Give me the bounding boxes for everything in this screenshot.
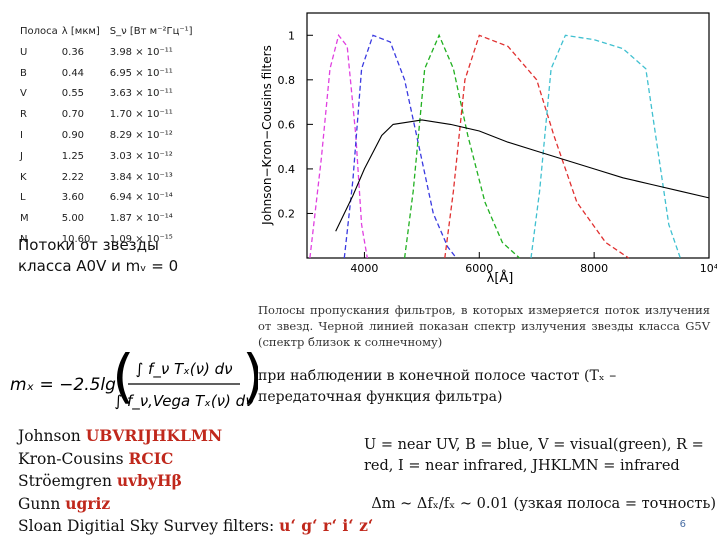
cell-band: U [20, 46, 28, 58]
filter-caption: Полосы пропускания фильтров, в которых и… [258, 303, 710, 349]
cell-wavelength: 10.60 [61, 234, 91, 246]
formula-denominator: ∫ f_ν,Vega Tₓ(ν) dν [114, 392, 253, 411]
cell-band: N [20, 234, 28, 246]
x-tick-label: 10⁴ [700, 262, 717, 275]
chart-ylabel: Johnson−Kron−Cousins filters [260, 45, 274, 226]
cell-band: B [20, 67, 27, 79]
system-name: Kron-Cousins [18, 449, 129, 468]
system-bands: RCIC [128, 448, 174, 468]
system-name: Johnson [18, 427, 86, 445]
system-bands: uvbyHβ [116, 471, 182, 490]
table-row: M 5.00 1.87 × 10⁻¹⁴ [18, 208, 258, 229]
filter-curve [530, 34, 681, 259]
table-row: J 1.25 3.03 × 10⁻¹² [18, 146, 258, 167]
table-row: K 2.22 3.84 × 10⁻¹³ [18, 167, 258, 188]
formula-numerator: ∫ f_ν Tₓ(ν) dν [135, 360, 232, 379]
cell-band: K [20, 171, 27, 183]
system-gunn: Gunn ugriz [18, 493, 373, 516]
x-tick-label: 8000 [580, 262, 608, 275]
cell-wavelength: 3.60 [61, 192, 85, 204]
slide-number: 6 [679, 519, 686, 530]
table-header-row: Полоса λ [мкм] S_ν [Вт м⁻²Гц⁻¹] [18, 20, 258, 42]
header-wavelength: λ [мкм] [61, 25, 100, 37]
table-row: R 0.70 1.70 × 10⁻¹¹ [18, 104, 258, 125]
flux-title-line2: класса A0V и mᵥ = 0 [18, 257, 179, 275]
cell-flux: 1.09 × 10⁻¹⁵ [109, 234, 173, 246]
formula-bracket-left: ( [112, 344, 135, 410]
table-row: N 10.60 1.09 × 10⁻¹⁵ [18, 229, 258, 250]
y-tick-label: 0.2 [278, 207, 296, 220]
formula-lhs: mₓ = −2.5lg [10, 375, 116, 395]
spectrum-line [335, 119, 710, 232]
cell-band: R [20, 109, 27, 121]
filter-chart: Johnson−Kron−Cousins filters λ[Å] 1 0.8 0.… [255, 5, 717, 295]
cell-flux: 3.63 × 10⁻¹¹ [109, 88, 173, 100]
y-tick-label: 0.4 [278, 163, 296, 176]
cell-wavelength: 0.36 [61, 46, 85, 58]
table-row: B 0.44 6.95 × 10⁻¹¹ [18, 63, 258, 84]
system-name: Ströemgren [18, 472, 117, 490]
chart-frame [306, 12, 710, 259]
cell-wavelength: 0.44 [61, 67, 85, 79]
cell-wavelength: 5.00 [61, 213, 85, 225]
cell-band: L [20, 192, 26, 204]
cell-flux: 6.95 × 10⁻¹¹ [109, 67, 173, 79]
system-johnson: Johnson UBVRIJHKLMN [18, 425, 373, 448]
cell-flux: 3.84 × 10⁻¹³ [109, 171, 173, 183]
chart-curves [309, 33, 710, 259]
magnitude-formula: mₓ = −2.5lg ( ∫ f_ν Tₓ(ν) dν ∫ f_ν,Vega … [10, 344, 258, 411]
y-tick-label: 0.6 [278, 118, 296, 131]
filter-curve [343, 34, 457, 259]
system-sloan: Sloan Digitial Sky Survey filters: u‘ g‘… [18, 515, 373, 538]
header-band: Полоса [20, 25, 58, 37]
flux-table: Полоса λ [мкм] S_ν [Вт м⁻²Гц⁻¹] U 0.36 3.9… [18, 20, 258, 250]
table-body: U 0.36 3.98 × 10⁻¹¹ B 0.44 6.95 × 10⁻¹¹ V 0.55 3… [18, 42, 258, 250]
table-row: L 3.60 6.94 × 10⁻¹⁴ [18, 188, 258, 209]
filter-curve [309, 33, 368, 259]
cell-band: V [20, 88, 27, 100]
system-name: Gunn [18, 494, 66, 513]
accuracy-note: Δm ~ Δfₓ/fₓ ~ 0.01 (узкая полоса = точно… [371, 496, 716, 512]
chart-xlabel: λ[Å] [487, 270, 514, 286]
system-bands: u‘ g‘ r‘ i‘ z‘ [279, 516, 374, 535]
cell-flux: 3.98 × 10⁻¹¹ [109, 46, 173, 58]
cell-flux: 3.03 × 10⁻¹² [109, 150, 173, 162]
cell-band: I [20, 130, 23, 142]
y-tick-label: 0.8 [278, 74, 296, 87]
x-tick-label: 6000 [465, 262, 493, 275]
cell-flux: 1.70 × 10⁻¹¹ [109, 109, 173, 121]
cell-band: J [20, 150, 23, 162]
cell-wavelength: 0.55 [61, 88, 85, 100]
x-tick-label: 4000 [350, 262, 378, 275]
chart-background [255, 5, 717, 295]
system-bands: ugriz [65, 493, 111, 513]
formula-bracket-right: ) [242, 344, 258, 410]
cell-wavelength: 0.70 [61, 109, 85, 121]
cell-band: M [20, 213, 29, 225]
system-kron-cousins: Kron-Cousins RCIC [18, 448, 373, 471]
cell-wavelength: 0.90 [61, 130, 85, 142]
filter-curve [403, 33, 520, 259]
system-stroemgren: Ströemgren uvbyHβ [18, 470, 373, 493]
filter-curve [444, 34, 629, 259]
band-legend: U = near UV, B = blue, V = visual(green)… [364, 437, 704, 474]
cell-flux: 1.87 × 10⁻¹⁴ [109, 213, 173, 225]
x-axis: 4000 6000 8000 10⁴ [350, 252, 717, 275]
formula-note: при наблюдении в конечной полосе частот … [258, 368, 617, 405]
cell-flux: 8.29 × 10⁻¹² [109, 130, 173, 142]
flux-title-line1: Потоки от звезды [18, 236, 159, 254]
table-row: U 0.36 3.98 × 10⁻¹¹ [18, 42, 258, 63]
cell-wavelength: 1.25 [61, 150, 85, 162]
y-tick-label: 1 [288, 29, 295, 42]
system-bands: UBVRIJHKLMN [85, 426, 223, 445]
table-row: V 0.55 3.63 × 10⁻¹¹ [18, 84, 258, 105]
table-row: I 0.90 8.29 × 10⁻¹² [18, 125, 258, 146]
system-name: Sloan Digitial Sky Survey filters: [18, 517, 280, 535]
cell-wavelength: 2.22 [61, 171, 85, 183]
y-axis: 1 0.8 0.6 0.4 0.2 [278, 29, 313, 220]
flux-title: Потоки от звезды класса A0V и mᵥ = 0 [18, 235, 178, 277]
cell-flux: 6.94 × 10⁻¹⁴ [109, 192, 173, 204]
photometric-systems: Johnson UBVRIJHKLMN Kron-Cousins RCIC St… [18, 425, 373, 538]
header-flux: S_ν [Вт м⁻²Гц⁻¹] [109, 25, 193, 37]
